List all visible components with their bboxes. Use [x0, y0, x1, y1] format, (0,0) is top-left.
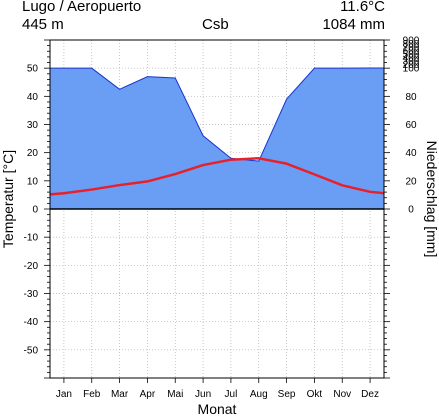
month-label: Okt — [307, 389, 323, 400]
month-label: Jul — [225, 389, 238, 400]
mean-temperature: 11.6°C — [340, 0, 385, 15]
station-name: Lugo / Aeropuerto — [22, 0, 142, 15]
temp-tick-label: -20 — [24, 261, 39, 272]
precip-tick-label: 800 — [403, 39, 420, 50]
left-axis-title: Temperatur [°C] — [0, 150, 16, 248]
precipitation-line — [50, 67, 384, 162]
precipitation-area — [50, 68, 384, 209]
month-label: Mai — [167, 389, 183, 400]
temp-tick-label: 30 — [27, 120, 39, 131]
temp-tick-label: 20 — [27, 148, 39, 159]
temperature-line — [49, 157, 385, 196]
precip-tick-label: 40 — [405, 148, 417, 159]
temp-tick-label: -30 — [24, 289, 39, 300]
right-axis-title: Niederschlag [mm] — [424, 141, 439, 258]
precip-tick-label: 80 — [405, 92, 417, 103]
precip-tick-label: 300 — [403, 57, 420, 68]
temp-tick-label: -40 — [24, 317, 39, 328]
climate-class: Csb — [202, 16, 229, 33]
temp-tick-label: -10 — [24, 233, 39, 244]
month-label: Mar — [111, 389, 129, 400]
x-axis-title: Monat — [198, 401, 237, 417]
temp-tick-label: 50 — [27, 64, 39, 75]
precipitation-layer — [50, 67, 384, 209]
month-label: Apr — [140, 389, 156, 400]
month-label: Jun — [195, 389, 211, 400]
precip-tick-label: 0 — [408, 205, 414, 216]
label-layer: 50403020100-10-20-30-40-5090080070060050… — [0, 36, 439, 418]
precip-tick-label: 900 — [403, 36, 420, 47]
precip-tick-label: 700 — [403, 43, 420, 54]
precip-tick-label: 20 — [405, 176, 417, 187]
month-label: Feb — [83, 389, 101, 400]
month-label: Jan — [56, 389, 72, 400]
temp-tick-label: 40 — [27, 92, 39, 103]
month-label: Sep — [278, 389, 296, 400]
annual-precipitation: 1084 mm — [322, 16, 385, 33]
axes-layer — [44, 39, 390, 383]
precip-tick-label: 500 — [403, 50, 420, 61]
month-label: Dez — [361, 389, 379, 400]
temp-tick-label: 10 — [27, 176, 39, 187]
precip-tick-label: 60 — [405, 120, 417, 131]
station-altitude: 445 m — [22, 16, 64, 33]
month-label: Nov — [333, 389, 351, 400]
temp-tick-label: -50 — [24, 345, 39, 356]
precip-tick-label: 400 — [403, 53, 420, 64]
month-label: Aug — [250, 389, 268, 400]
precip-tick-label: 100 — [403, 64, 420, 75]
precip-tick-label: 600 — [403, 46, 420, 57]
temp-tick-label: 0 — [32, 205, 38, 216]
precip-tick-label: 200 — [403, 60, 420, 71]
temperature-layer — [49, 157, 385, 196]
